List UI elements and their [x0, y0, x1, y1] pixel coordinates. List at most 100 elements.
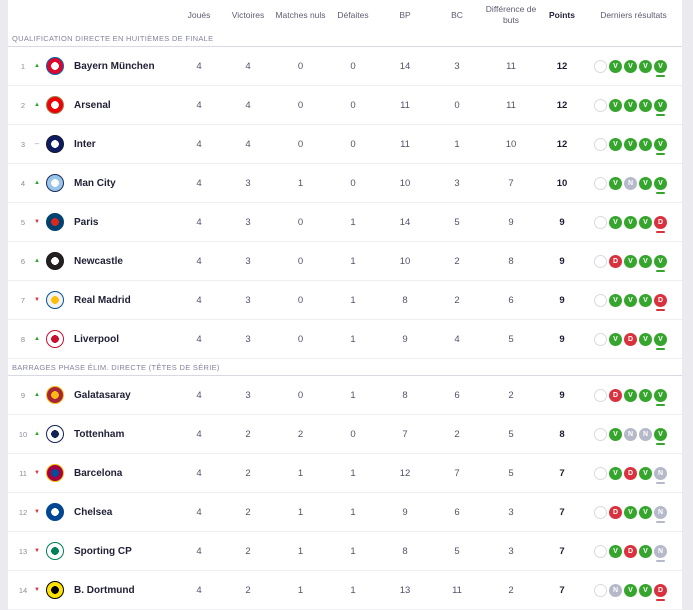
form-win-icon[interactable]: V — [609, 427, 622, 441]
form-loss-icon[interactable]: D — [654, 293, 667, 311]
table-row[interactable]: 10 ▲ Tottenham 4 2 2 0 7 2 5 8 V N N V — [8, 415, 682, 454]
form-win-icon[interactable]: V — [624, 59, 637, 73]
form-win-icon[interactable]: V — [609, 137, 622, 151]
form-upcoming-icon[interactable] — [594, 293, 607, 307]
form-win-icon[interactable]: V — [624, 293, 637, 307]
form-win-icon[interactable]: V — [624, 505, 637, 519]
table-row[interactable]: 11 ▼ Barcelona 4 2 1 1 12 7 5 7 V D V N — [8, 454, 682, 493]
form-loss-icon[interactable]: D — [624, 332, 637, 346]
form-win-icon[interactable]: V — [639, 254, 652, 268]
form-loss-icon[interactable]: D — [624, 544, 637, 558]
table-row[interactable]: 2 ▲ Arsenal 4 4 0 0 11 0 11 12 V V V V — [8, 86, 682, 125]
form-loss-icon[interactable]: D — [609, 505, 622, 519]
form-win-icon[interactable]: V — [609, 466, 622, 480]
stat-points: 9 — [559, 255, 565, 267]
form-upcoming-icon[interactable] — [594, 427, 607, 441]
form-draw-icon[interactable]: N — [639, 427, 652, 441]
table-row[interactable]: 3– Inter 4 4 0 0 11 1 10 12 V V V V — [8, 125, 682, 164]
form-upcoming-icon[interactable] — [594, 176, 607, 190]
form-win-icon[interactable]: V — [639, 293, 652, 307]
form-win-icon[interactable]: V — [609, 59, 622, 73]
stat-points: 12 — [556, 99, 568, 111]
form-win-icon[interactable]: V — [609, 544, 622, 558]
form-win-icon[interactable]: V — [654, 137, 667, 155]
form-upcoming-icon[interactable] — [594, 466, 607, 480]
table-row[interactable]: 14 ▼ B. Dortmund 4 2 1 1 13 11 2 7 N V V D — [8, 571, 682, 610]
form-win-icon[interactable]: V — [609, 332, 622, 346]
form-draw-icon[interactable]: N — [624, 427, 637, 441]
form-win-icon[interactable]: V — [639, 332, 652, 346]
table-row[interactable]: 12 ▼ Chelsea 4 2 1 1 9 6 3 7 D V V N — [8, 493, 682, 532]
form-win-icon[interactable]: V — [609, 98, 622, 112]
form-win-icon[interactable]: V — [639, 137, 652, 151]
form-win-icon[interactable]: V — [639, 176, 652, 190]
club-name: Galatasaray — [74, 389, 131, 401]
table-row[interactable]: 1 ▲ Bayern München 4 4 0 0 14 3 11 12 V V V V — [8, 47, 682, 86]
form-loss-icon[interactable]: D — [654, 215, 667, 233]
stat-ga: 2 — [454, 428, 460, 440]
form-win-icon[interactable]: V — [639, 544, 652, 558]
position-number: 3 — [20, 139, 26, 149]
col-wins: Victoires — [231, 9, 265, 20]
form-upcoming-icon[interactable] — [594, 215, 607, 229]
form-win-icon[interactable]: V — [639, 388, 652, 402]
form-win-icon[interactable]: V — [639, 59, 652, 73]
form-loss-icon[interactable]: D — [609, 254, 622, 268]
table-row[interactable]: 13 ▼ Sporting CP 4 2 1 1 8 5 3 7 V D V N — [8, 532, 682, 571]
table-row[interactable]: 8 ▲ Liverpool 4 3 0 1 9 4 5 9 V D V V — [8, 320, 682, 359]
form-win-icon[interactable]: V — [639, 215, 652, 229]
form-win-icon[interactable]: V — [654, 98, 667, 116]
form-win-icon[interactable]: V — [654, 332, 667, 350]
stat-gf: 11 — [400, 138, 410, 150]
form-draw-icon[interactable]: N — [654, 544, 667, 562]
form-win-icon[interactable]: V — [639, 505, 652, 519]
form-win-icon[interactable]: V — [624, 98, 637, 112]
form-draw-icon[interactable]: N — [654, 466, 667, 484]
form-win-icon[interactable]: V — [609, 293, 622, 307]
form-draw-icon[interactable]: N — [654, 505, 667, 523]
form-win-icon[interactable]: V — [609, 176, 622, 190]
trend-up-icon: ▲ — [34, 258, 40, 264]
form-draw-icon[interactable]: N — [609, 583, 622, 597]
form-upcoming-icon[interactable] — [594, 98, 607, 112]
form-win-icon[interactable]: V — [654, 388, 667, 406]
stat-points: 12 — [556, 60, 568, 72]
form-win-icon[interactable]: V — [624, 215, 637, 229]
form-upcoming-icon[interactable] — [594, 388, 607, 402]
form-win-icon[interactable]: V — [654, 176, 667, 194]
form-win-icon[interactable]: V — [654, 59, 667, 77]
form-win-icon[interactable]: V — [624, 254, 637, 268]
table-row[interactable]: 6 ▲ Newcastle 4 3 0 1 10 2 8 9 D V V V — [8, 242, 682, 281]
form-win-icon[interactable]: V — [654, 427, 667, 445]
form-win-icon[interactable]: V — [639, 98, 652, 112]
form-upcoming-icon[interactable] — [594, 544, 607, 558]
club-crest-icon — [46, 425, 64, 443]
form-upcoming-icon[interactable] — [594, 137, 607, 151]
table-row[interactable]: 7 ▼ Real Madrid 4 3 0 1 8 2 6 9 V V V D — [8, 281, 682, 320]
form-upcoming-icon[interactable] — [594, 254, 607, 268]
form-upcoming-icon[interactable] — [594, 583, 607, 597]
form-win-icon[interactable]: V — [624, 137, 637, 151]
form-draw-icon[interactable]: N — [624, 176, 637, 190]
table-row[interactable]: 5 ▼ Paris 4 3 0 1 14 5 9 9 V V V D — [8, 203, 682, 242]
table-row[interactable]: 4 ▲ Man City 4 3 1 0 10 3 7 10 V N V V — [8, 164, 682, 203]
form-loss-icon[interactable]: D — [624, 466, 637, 480]
form-upcoming-icon[interactable] — [594, 332, 607, 346]
form-upcoming-icon[interactable] — [594, 59, 607, 73]
form-win-icon[interactable]: V — [624, 583, 637, 597]
form-win-icon[interactable]: V — [654, 254, 667, 272]
form-loss-icon[interactable]: D — [654, 583, 667, 601]
form-win-icon[interactable]: V — [639, 583, 652, 597]
form-upcoming-icon[interactable] — [594, 505, 607, 519]
stat-losses: 0 — [350, 99, 356, 111]
table-row[interactable]: 9 ▲ Galatasaray 4 3 0 1 8 6 2 9 D V V V — [8, 376, 682, 415]
form-win-icon[interactable]: V — [624, 388, 637, 402]
form-win-icon[interactable]: V — [609, 215, 622, 229]
stat-gd: 5 — [508, 428, 514, 440]
form-win-icon[interactable]: V — [639, 466, 652, 480]
form-loss-icon[interactable]: D — [609, 388, 622, 402]
trend-down-icon: ▼ — [34, 587, 40, 593]
stat-played: 4 — [196, 506, 202, 518]
position-number: 12 — [18, 507, 28, 517]
